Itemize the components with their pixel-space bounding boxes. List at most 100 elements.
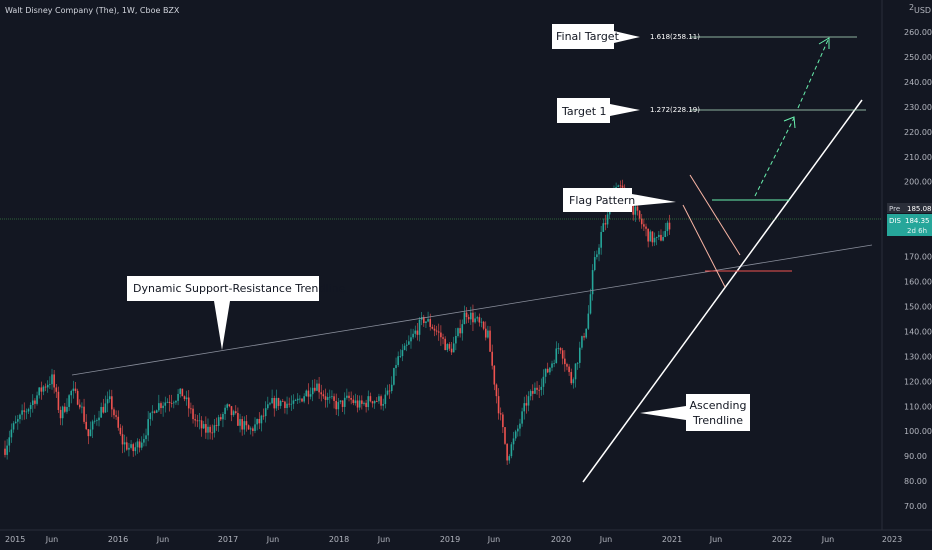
candle-body	[461, 324, 464, 334]
candle-body	[166, 401, 169, 403]
candle-body	[480, 321, 483, 323]
candle-body	[561, 350, 564, 359]
drawings: 1.618(258.11) 1.272(228.19)	[0, 33, 882, 483]
close-label: DIS	[889, 217, 901, 225]
candle-body	[525, 403, 528, 406]
fib-1618-label: 1.618(258.11)	[650, 33, 700, 41]
projection-to-target-1	[754, 117, 795, 197]
candle-body	[395, 365, 397, 369]
candle-body	[640, 218, 643, 225]
candle-body	[36, 395, 38, 404]
candle-body	[55, 387, 58, 392]
candle-body	[40, 387, 43, 392]
callout-dynamic-trendline-text: Dynamic Support-Resistance Trendline	[133, 282, 345, 295]
candle-body	[598, 247, 600, 255]
dynamic-trendline[interactable]	[71, 244, 873, 376]
candle-body	[491, 351, 493, 366]
candle-body	[307, 390, 310, 397]
candle-body	[281, 400, 284, 402]
candle-body	[155, 410, 158, 413]
candle-body	[378, 396, 380, 402]
callout-dynamic-trendline[interactable]: Dynamic Support-Resistance Trendline	[127, 276, 345, 350]
candle-body	[414, 330, 417, 334]
projection-to-final-target	[797, 39, 829, 109]
candle-body	[260, 415, 263, 424]
candle-body	[292, 400, 295, 404]
candle-body	[192, 408, 194, 420]
candle-body	[521, 411, 523, 424]
time-tick-label: Jun	[487, 535, 501, 544]
candle-body	[523, 403, 526, 412]
candle-body	[510, 444, 513, 457]
candle-body	[213, 425, 216, 433]
candle-body	[546, 368, 549, 373]
candle-body	[70, 390, 73, 396]
candle-body	[604, 223, 607, 225]
candle-body	[162, 405, 164, 409]
candle-body	[51, 374, 53, 385]
price-tick-label: 100.00	[904, 427, 932, 436]
candle-body	[405, 344, 408, 346]
candle-body	[217, 417, 220, 426]
close-value: 184.35	[905, 217, 930, 225]
candle-body	[245, 421, 248, 426]
candle-body	[585, 328, 587, 338]
candle-body	[367, 396, 370, 408]
candle-body	[373, 401, 376, 404]
callout-ascending-trendline[interactable]: Ascending Trendline	[640, 394, 750, 431]
candle-body	[273, 398, 276, 409]
candle-body	[410, 337, 412, 342]
candle-body	[566, 364, 568, 367]
candle-body	[418, 319, 421, 335]
candle-body	[66, 406, 68, 412]
candle-body	[115, 415, 117, 417]
candle-body	[452, 343, 455, 353]
candle-body	[256, 419, 258, 425]
callout-flag-pattern[interactable]: Flag Pattern	[563, 188, 676, 212]
candle-body	[583, 336, 585, 338]
candle-body	[596, 254, 598, 258]
candle-body	[181, 388, 184, 397]
candle-body	[151, 411, 154, 413]
fib-1272-label: 1.272(228.19)	[650, 106, 700, 114]
candle-body	[168, 401, 171, 404]
flag-upper-boundary[interactable]	[689, 174, 741, 256]
candle-body	[549, 367, 551, 373]
candle-body	[619, 185, 622, 187]
candle-body	[350, 398, 352, 400]
ascending-trendline[interactable]	[582, 99, 863, 483]
candle-body	[472, 312, 474, 323]
callout-final-target[interactable]: Final Target	[552, 24, 640, 49]
candle-body	[145, 435, 147, 440]
candle-body	[363, 402, 365, 404]
candle-body	[10, 429, 13, 438]
time-tick-label: Jun	[599, 535, 613, 544]
callout-target-1[interactable]: Target 1	[557, 98, 640, 123]
callout-flag-pattern-box	[563, 188, 676, 212]
candle-body	[277, 398, 280, 406]
candle-body	[29, 404, 32, 410]
candle-body	[653, 237, 656, 243]
price-tick-label: 200.00	[904, 178, 932, 187]
candle-body	[44, 386, 47, 388]
candle-body	[555, 348, 558, 364]
candle-body	[247, 425, 250, 430]
flag-lower-boundary[interactable]	[682, 204, 726, 288]
time-axis[interactable]: 2015 Jun 2016 Jun 2017 Jun 2018 Jun 2019 Jun 2020 J…	[0, 529, 932, 544]
candle-body	[288, 403, 290, 405]
candle-body	[53, 374, 55, 388]
candle-body	[557, 348, 560, 349]
candle-body	[361, 400, 363, 404]
time-tick-label: Jun	[709, 535, 723, 544]
candle-body	[425, 321, 427, 324]
callout-ascending-trendline-box	[640, 394, 750, 431]
candle-body	[25, 411, 28, 413]
candle-body	[38, 387, 40, 396]
candle-body	[484, 328, 487, 338]
candle-body	[6, 445, 8, 455]
candle-body	[636, 206, 639, 211]
candle-body	[463, 312, 466, 325]
callout-target-1-text: Target 1	[561, 105, 607, 118]
